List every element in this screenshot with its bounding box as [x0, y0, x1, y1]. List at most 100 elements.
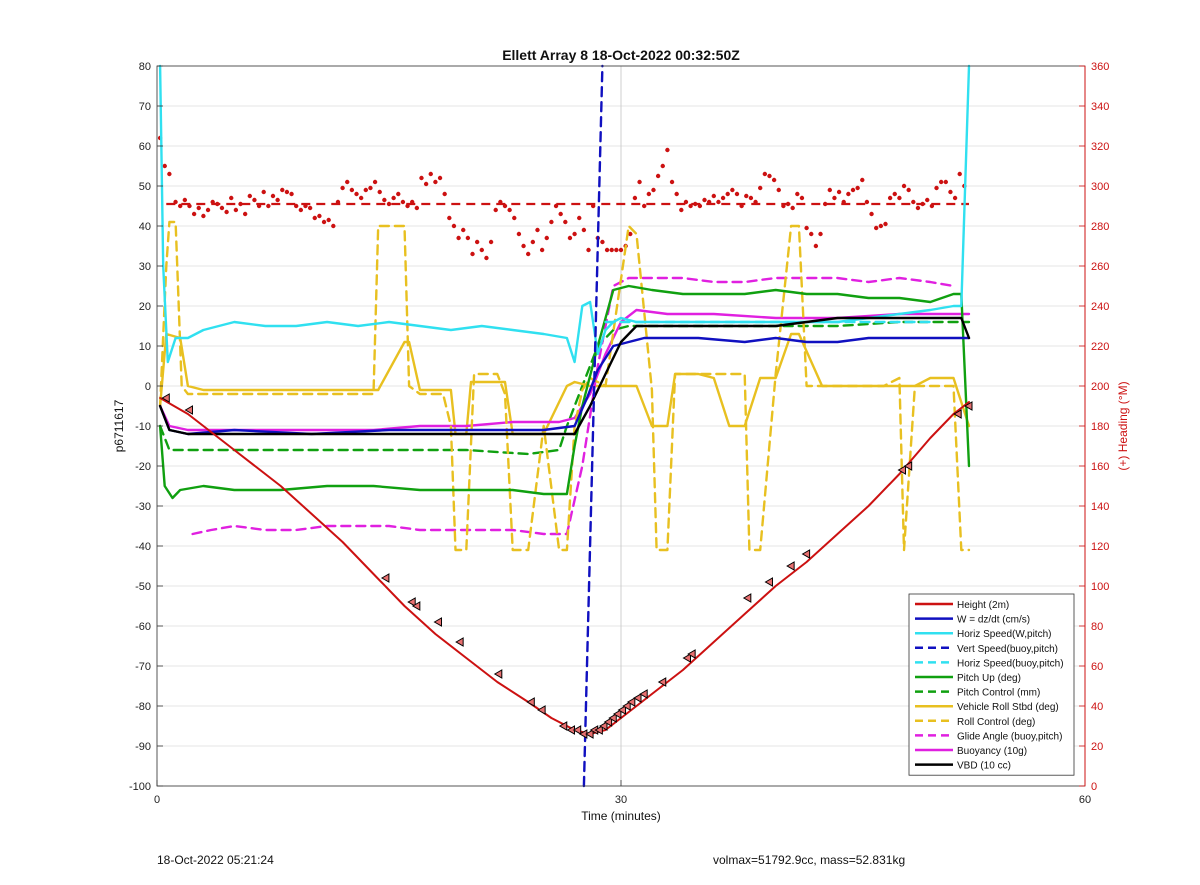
x-tick-label: 0 [154, 794, 160, 806]
legend-label: Height (2m) [957, 600, 1009, 611]
heading-point [799, 195, 805, 201]
heading-point [229, 195, 234, 201]
heading-point [423, 181, 429, 187]
heading-point [674, 191, 679, 197]
heading-point [683, 199, 689, 205]
heading-point [294, 203, 299, 209]
heading-point [906, 187, 911, 193]
heading-point [233, 207, 239, 213]
heading-point [275, 197, 280, 203]
heading-point [734, 191, 740, 197]
heading-point [572, 231, 577, 237]
heading-point [646, 191, 652, 197]
heading-point [173, 199, 178, 205]
heading-point [210, 199, 215, 205]
heading-point [762, 171, 768, 177]
heading-point [679, 207, 684, 213]
y2-tick-label: 320 [1091, 141, 1109, 153]
y-tick-label: -100 [129, 781, 151, 793]
heading-point [182, 197, 188, 203]
heading-point [920, 201, 925, 207]
heading-point [818, 231, 823, 237]
heading-point [669, 179, 675, 185]
height-marker [537, 705, 546, 715]
heading-point [238, 201, 243, 207]
y-tick-label: -60 [135, 621, 151, 633]
y2-tick-label: 260 [1091, 261, 1109, 273]
heading-point [586, 247, 591, 253]
height-marker [380, 573, 390, 583]
series-line-11 [158, 316, 971, 436]
heading-point [716, 199, 721, 205]
y2-tick-label: 240 [1091, 301, 1109, 313]
y2-tick-label: 140 [1091, 501, 1109, 513]
y-tick-label: -40 [135, 541, 151, 553]
heading-point [447, 215, 452, 221]
y-tick-label: -50 [135, 581, 151, 593]
height-marker [953, 409, 962, 419]
y-tick-label: -20 [135, 461, 151, 473]
heading-point [414, 205, 420, 211]
heading-point [349, 187, 355, 193]
heading-point [957, 171, 962, 177]
height-marker [903, 461, 913, 471]
heading-point [289, 191, 294, 197]
heading-point [437, 175, 443, 181]
heading-point [581, 227, 587, 233]
height-marker [455, 637, 464, 647]
heading-point [162, 163, 167, 169]
heading-point [219, 205, 225, 211]
height-marker [493, 669, 503, 679]
legend-label: Roll Control (deg) [957, 717, 1035, 728]
heading-point [167, 171, 172, 177]
heading-point [706, 199, 712, 205]
heading-point [795, 191, 800, 197]
heading-point [813, 243, 819, 249]
legend-box [908, 593, 1075, 776]
heading-point [943, 179, 948, 185]
heading-point [925, 197, 930, 203]
y-tick-label: 50 [139, 181, 151, 193]
heading-point [410, 199, 415, 205]
heading-point [897, 195, 902, 201]
series-line-10 [158, 308, 971, 432]
height-marker [742, 593, 752, 603]
legend-label: W = dz/dt (cm/s) [957, 615, 1030, 626]
heading-point [539, 247, 545, 253]
height-marker [598, 721, 608, 731]
heading-point [317, 213, 322, 219]
heading-point [892, 191, 897, 197]
heading-point [326, 217, 331, 223]
series-line-7 [158, 332, 971, 436]
heading-point [864, 199, 870, 205]
heading-point [382, 197, 387, 203]
heading-point [187, 203, 192, 209]
heading-point [312, 215, 317, 221]
heading-point [929, 203, 935, 209]
y2-tick-label: 160 [1091, 461, 1109, 473]
height-marker [612, 709, 622, 719]
legend: Height (2m) W = dz/dt (cm/s) Horiz Speed(W… [908, 593, 1075, 776]
heading-point [846, 191, 851, 197]
y2-tick-label: 100 [1091, 581, 1109, 593]
y2-tick-label: 300 [1091, 181, 1109, 193]
heading-point [771, 177, 777, 183]
y2-tick-label: 60 [1091, 661, 1103, 673]
heading-point [901, 183, 907, 189]
marker-layer [161, 393, 973, 739]
height-marker [585, 729, 594, 739]
y-tick-label: 80 [139, 61, 151, 73]
footer-timestamp: 18-Oct-2022 05:21:24 [157, 853, 274, 867]
heading-point [456, 235, 461, 241]
height-marker [626, 697, 636, 707]
heading-point [590, 203, 596, 209]
heading-point [934, 185, 939, 191]
heading-point [368, 185, 373, 191]
heading-point [887, 195, 893, 201]
heading-point [869, 211, 874, 217]
height-marker [184, 405, 193, 415]
series-line-9 [191, 276, 955, 536]
legend-label: Vehicle Roll Stbd (deg) [957, 702, 1059, 713]
heading-point [331, 223, 336, 229]
series-line-3 [582, 64, 604, 788]
